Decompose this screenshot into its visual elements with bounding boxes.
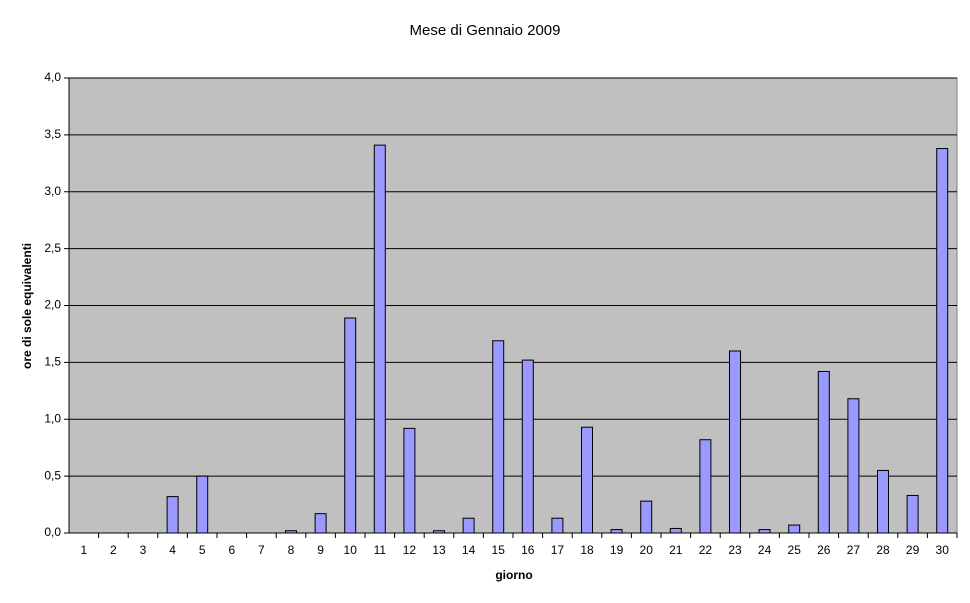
bar xyxy=(699,439,712,534)
x-tick-label: 19 xyxy=(610,543,624,557)
y-tick-label: 3,0 xyxy=(44,184,61,198)
chart-title: Mese di Gennaio 2009 xyxy=(410,22,561,39)
x-tick-label: 11 xyxy=(374,543,387,557)
y-tick-label: 1,0 xyxy=(44,411,61,425)
x-tick-label: 20 xyxy=(640,543,654,557)
x-tick-label: 9 xyxy=(317,543,324,557)
x-tick-label: 3 xyxy=(140,543,147,557)
bar xyxy=(817,370,830,534)
x-tick-label: 12 xyxy=(403,543,417,557)
x-tick-label: 25 xyxy=(788,543,802,557)
x-tick-label: 18 xyxy=(580,543,594,557)
bar xyxy=(936,148,949,534)
bar xyxy=(640,500,653,534)
bar xyxy=(581,426,593,534)
x-tick-label: 15 xyxy=(492,543,506,557)
y-tick-label: 0,5 xyxy=(44,468,61,482)
x-tick-label: 17 xyxy=(551,543,565,557)
x-tick-label: 23 xyxy=(728,543,742,557)
bar xyxy=(373,144,386,534)
bar xyxy=(521,359,534,534)
bar xyxy=(758,529,771,534)
x-tick-label: 14 xyxy=(462,543,476,557)
x-tick-label: 13 xyxy=(432,543,446,557)
x-tick-label: 2 xyxy=(110,543,117,557)
y-axis-title: ore di sole equivalenti xyxy=(20,243,34,369)
x-tick-label: 4 xyxy=(169,543,176,557)
y-tick-label: 0,0 xyxy=(44,525,61,539)
x-tick-label: 26 xyxy=(817,543,831,557)
x-tick-label: 30 xyxy=(936,543,950,557)
x-tick-label: 10 xyxy=(344,543,358,557)
y-tick-label: 4,0 xyxy=(44,70,61,84)
bar xyxy=(403,427,416,534)
x-tick-label: 24 xyxy=(758,543,772,557)
x-tick-label: 21 xyxy=(669,543,683,557)
bar xyxy=(669,527,682,534)
x-tick-label: 28 xyxy=(876,543,890,557)
y-tick-label: 2,5 xyxy=(44,241,61,255)
x-tick-label: 6 xyxy=(228,543,235,557)
bar xyxy=(166,496,179,534)
bar xyxy=(788,524,801,534)
bar xyxy=(344,317,357,534)
x-tick-label: 27 xyxy=(847,543,861,557)
x-axis-title: giorno xyxy=(495,568,532,582)
y-tick-label: 3,5 xyxy=(44,127,61,141)
x-tick-label: 29 xyxy=(906,543,920,557)
x-tick-label: 5 xyxy=(199,543,206,557)
bar xyxy=(610,529,623,534)
x-tick-label: 8 xyxy=(288,543,295,557)
bar xyxy=(492,340,505,534)
bar xyxy=(196,475,209,534)
bar xyxy=(877,469,889,534)
x-tick-label: 1 xyxy=(80,543,87,557)
bar xyxy=(462,517,475,534)
x-tick-label: 22 xyxy=(699,543,713,557)
x-tick-label: 7 xyxy=(258,543,265,557)
bar xyxy=(551,517,564,534)
bar xyxy=(906,494,919,534)
y-tick-label: 1,5 xyxy=(44,355,61,369)
y-tick-label: 2,0 xyxy=(44,298,61,312)
bar xyxy=(729,350,741,534)
x-tick-label: 16 xyxy=(521,543,535,557)
bar xyxy=(314,513,327,534)
bar xyxy=(847,398,860,534)
